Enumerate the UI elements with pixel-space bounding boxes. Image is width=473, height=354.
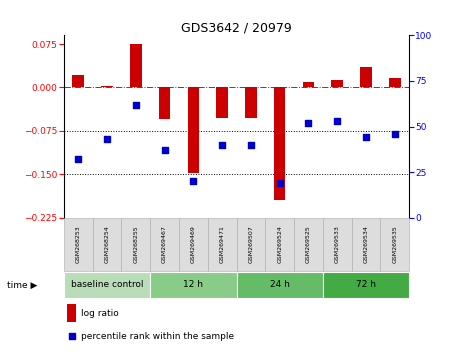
Text: GSM269535: GSM269535 [392,225,397,263]
Text: GSM269471: GSM269471 [219,225,225,263]
Text: GSM269534: GSM269534 [363,225,368,263]
Text: 72 h: 72 h [356,280,376,290]
Text: GSM269467: GSM269467 [162,225,167,263]
FancyBboxPatch shape [122,218,150,271]
Text: time ▶: time ▶ [7,280,37,290]
Bar [188,87,199,173]
Bar [274,87,285,200]
FancyBboxPatch shape [265,218,294,271]
FancyBboxPatch shape [64,272,150,298]
Point [190,178,197,184]
Bar [72,75,84,87]
Bar [360,67,372,87]
Point [247,142,254,148]
FancyBboxPatch shape [64,218,93,271]
FancyBboxPatch shape [351,218,380,271]
FancyBboxPatch shape [93,218,122,271]
Text: GSM269469: GSM269469 [191,225,196,263]
Text: 12 h: 12 h [184,280,203,290]
Bar [245,87,257,118]
Point [74,156,82,162]
Point [103,137,111,142]
Point [68,333,75,339]
FancyBboxPatch shape [294,218,323,271]
Text: GSM269524: GSM269524 [277,225,282,263]
FancyBboxPatch shape [236,272,323,298]
Bar [101,86,113,87]
Bar [130,44,141,87]
FancyBboxPatch shape [208,218,236,271]
FancyBboxPatch shape [323,218,351,271]
Point [362,135,370,140]
Text: GSM268255: GSM268255 [133,225,138,263]
Text: percentile rank within the sample: percentile rank within the sample [81,332,234,341]
FancyBboxPatch shape [179,218,208,271]
Point [333,118,341,124]
Text: GSM268253: GSM268253 [76,225,81,263]
FancyBboxPatch shape [150,272,236,298]
Bar [389,78,401,87]
Bar [216,87,228,118]
Point [161,147,168,153]
FancyBboxPatch shape [150,218,179,271]
Text: GSM269525: GSM269525 [306,225,311,263]
Text: 24 h: 24 h [270,280,289,290]
FancyBboxPatch shape [323,272,409,298]
Bar [67,304,76,322]
Point [219,142,226,148]
Point [276,180,283,186]
Point [391,131,399,137]
Point [305,120,312,126]
Text: log ratio: log ratio [81,309,119,318]
Text: GSM269507: GSM269507 [248,225,254,263]
Point [132,102,140,108]
FancyBboxPatch shape [236,218,265,271]
Bar [303,82,314,87]
Bar [159,87,170,119]
Title: GDS3642 / 20979: GDS3642 / 20979 [181,21,292,34]
FancyBboxPatch shape [380,218,409,271]
Bar [332,80,343,87]
Text: baseline control: baseline control [71,280,143,290]
Text: GSM268254: GSM268254 [105,225,110,263]
Text: GSM269533: GSM269533 [335,225,340,263]
